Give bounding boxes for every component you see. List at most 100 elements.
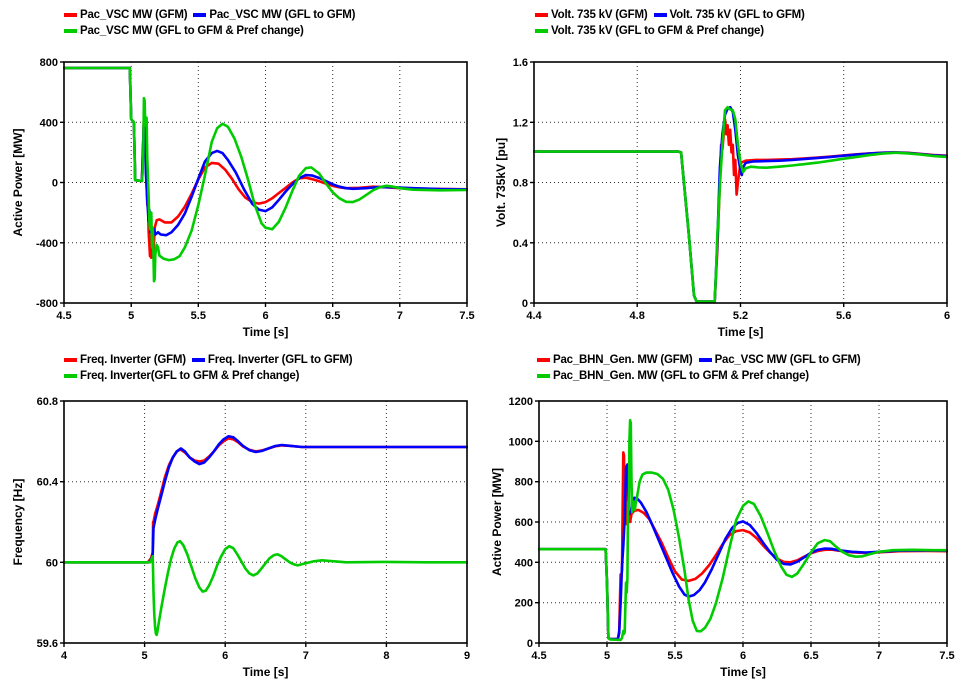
y-tick-label: 0 (522, 298, 528, 310)
legend-row: Pac_VSC MW (GFL to GFM & Pref change) (64, 24, 355, 38)
legend-row: Freq. Inverter(GFL to GFM & Pref change) (64, 369, 352, 383)
x-tick-label: 5.5 (667, 650, 682, 662)
series-curve-freq-inverter-1 (63, 435, 468, 564)
legend-item: Pac_VSC MW (GFL to GFM & Pref change) (64, 25, 304, 37)
legend-label: Volt. 735 kV (GFL to GFM & Pref change) (551, 25, 764, 37)
legend-label: Pac_VSC MW (GFL to GFM & Pref change) (80, 25, 304, 37)
x-tick-label: 7.5 (459, 310, 474, 322)
x-tick-label: 7 (303, 650, 309, 662)
legend-label: Pac_VSC MW (GFL to GFM) (714, 354, 861, 366)
x-tick-label: 5.6 (836, 310, 851, 322)
x-tick-label: 5.5 (191, 310, 206, 322)
legend-row: Volt. 735 kV (GFL to GFM & Pref change) (535, 24, 805, 38)
legend-label: Volt. 735 kV (GFL to GFM) (669, 9, 805, 21)
x-tick-label: 4.8 (630, 310, 645, 322)
legend-swatch-icon (193, 13, 207, 17)
x-tick-label: 7 (397, 310, 403, 322)
legend-swatch-icon (698, 358, 712, 362)
legend-item: Freq. Inverter (GFL to GFM) (191, 354, 353, 366)
x-tick-label: 6 (262, 310, 268, 322)
legend-item: Pac_BHN_Gen. MW (GFL to GFM & Pref chang… (537, 370, 809, 382)
x-tick-label: 6 (944, 310, 950, 322)
legend-volt-735kv: Volt. 735 kV (GFM) Volt. 735 kV (GFL to G… (535, 8, 805, 38)
legend-label: Pac_VSC MW (GFL to GFM) (209, 9, 356, 21)
y-tick-label: 60.4 (37, 477, 59, 489)
y-axis-label: Active Power [MW] (11, 128, 25, 236)
x-tick-label: 6 (222, 650, 228, 662)
legend-swatch-icon (64, 29, 77, 33)
y-tick-label: 59.6 (37, 638, 58, 650)
legend-row: Pac_BHN_Gen. MW (GFM) Pac_VSC MW (GFL to … (537, 353, 861, 367)
plot-pac-bhn-gen-mw: 4.5 5 5.5 6 6.5 7 7.5 0 200 400 600 800 1000 1200 Time… (490, 396, 955, 679)
legend-item: Pac_BHN_Gen. MW (GFM) (537, 354, 693, 366)
y-tick-label: 1.6 (513, 57, 528, 69)
series-curve-freq-inverter-0 (63, 437, 468, 564)
legend-swatch-icon (537, 358, 550, 362)
x-tick-label: 7.5 (939, 650, 954, 662)
legend-item: Freq. Inverter(GFL to GFM & Pref change) (64, 370, 299, 382)
plot-volt-735kv: 4.4 4.8 5.2 5.6 6 0 0.4 0.8 1.2 1.6 Time [s] Volt. … (494, 57, 950, 339)
legend-item: Volt. 735 kV (GFL to GFM & Pref change) (535, 25, 764, 37)
y-tick-label: 1200 (509, 396, 533, 408)
x-tick-label: 8 (383, 650, 389, 662)
x-tick-label: 9 (464, 650, 470, 662)
legend-row: Freq. Inverter (GFM) Freq. Inverter (GFL … (64, 353, 353, 367)
legend-swatch-icon (64, 374, 77, 378)
x-axis-label: Time [s] (243, 325, 289, 339)
legend-swatch-icon (653, 13, 667, 17)
legend-label: Volt. 735 kV (GFM) (551, 9, 648, 21)
series-curve-pac-bhn-gen-mw-2 (538, 418, 948, 642)
x-tick-label: 4 (61, 650, 68, 662)
x-tick-label: 7 (876, 650, 882, 662)
legend-label: Pac_BHN_Gen. MW (GFM) (553, 354, 693, 366)
legend-swatch-icon (191, 358, 205, 362)
y-tick-label: 0 (527, 638, 533, 650)
series-curve-volt-735kv-1 (533, 105, 948, 303)
legend-row: Pac_BHN_Gen. MW (GFL to GFM & Pref chang… (537, 369, 861, 383)
legend-label: Freq. Inverter (GFM) (80, 354, 186, 366)
y-tick-label: 400 (515, 557, 533, 569)
legend-item: Pac_VSC MW (GFL to GFM) (193, 9, 356, 21)
y-tick-label: -400 (36, 238, 58, 250)
x-tick-label: 5 (604, 650, 610, 662)
x-tick-label: 5 (142, 650, 148, 662)
legend-label: Freq. Inverter(GFL to GFM & Pref change) (80, 370, 300, 382)
x-axis-label: Time [s] (720, 665, 766, 679)
y-tick-label: 400 (40, 117, 58, 129)
plot-border (63, 400, 468, 644)
y-tick-label: 800 (40, 57, 58, 69)
legend-row: Volt. 735 kV (GFM) Volt. 735 kV (GFL to G… (535, 8, 805, 22)
legend-label: Freq. Inverter (GFL to GFM) (207, 354, 353, 366)
legend-swatch-icon (535, 13, 548, 17)
legend-pac-bhn-gen-mw: Pac_BHN_Gen. MW (GFM) Pac_VSC MW (GFL to … (537, 353, 861, 383)
x-tick-label: 6.5 (325, 310, 340, 322)
legend-swatch-icon (64, 358, 77, 362)
legend-swatch-icon (535, 29, 548, 33)
plot-pac-vsc-mw: 4.5 5 5.5 6 6.5 7 7.5 -800 -400 0 400 800 Time [s] Ac… (11, 57, 475, 339)
y-tick-label: 800 (515, 477, 533, 489)
legend-item: Freq. Inverter (GFM) (64, 354, 186, 366)
y-tick-label: 0.4 (513, 238, 529, 250)
legend-item: Volt. 735 kV (GFL to GFM) (653, 9, 805, 21)
legend-swatch-icon (537, 374, 550, 378)
legend-row: Pac_VSC MW (GFM) Pac_VSC MW (GFL to GFM) (64, 8, 356, 22)
y-axis-label: Frequency [Hz] (11, 479, 25, 566)
y-tick-label: 0.8 (513, 178, 528, 190)
x-tick-label: 4.5 (56, 310, 71, 322)
legend-item: Pac_VSC MW (GFL to GFM) (698, 354, 861, 366)
y-tick-label: -800 (36, 298, 58, 310)
x-tick-label: 5.2 (733, 310, 748, 322)
legend-swatch-icon (64, 13, 77, 17)
legend-item: Pac_VSC MW (GFM) (64, 9, 188, 21)
series-curve-freq-inverter-2 (63, 539, 468, 637)
legend-label: Pac_VSC MW (GFM) (80, 9, 188, 21)
series-curve-pac-vsc-mw-1 (63, 66, 468, 237)
y-tick-label: 1000 (509, 436, 533, 448)
x-tick-label: 5 (128, 310, 134, 322)
legend-label: Pac_BHN_Gen. MW (GFL to GFM & Pref chang… (553, 370, 809, 382)
series-curve-pac-vsc-mw-2 (63, 66, 468, 283)
series-curve-volt-735kv-2 (533, 105, 948, 303)
x-axis-label: Time [s] (718, 325, 764, 339)
